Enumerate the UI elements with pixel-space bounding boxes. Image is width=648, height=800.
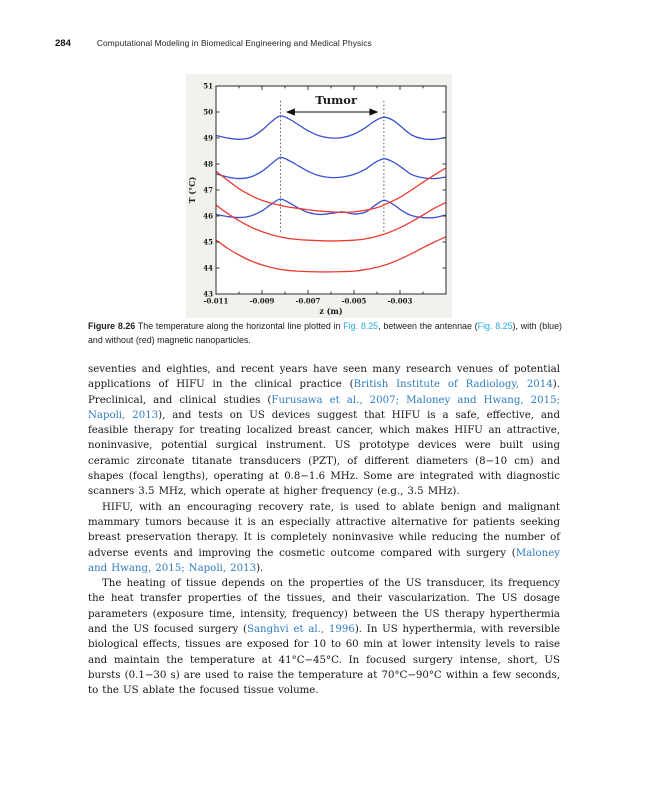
curve-red-middle [216, 201, 446, 242]
text-segment: ). Preclinical, and clinical studies ( [88, 379, 560, 406]
x-tick-label: -0.005 [342, 297, 367, 306]
text-segment: ), and tests on US devices suggest that … [88, 409, 560, 498]
curve-blue-middle [216, 156, 446, 180]
x-tick-label: -0.007 [296, 297, 321, 306]
text-segment: The temperature along the horizontal lin… [135, 321, 344, 331]
text-segment: ), with (blue) and without (red) magneti… [88, 321, 563, 345]
y-axis-label: T (°C) [187, 176, 197, 203]
curve-red-lower [216, 236, 446, 273]
y-tick-label: 51 [203, 81, 213, 90]
text-segment: The heating of tissue depends on the pro… [88, 578, 560, 636]
text-segment: seventies and eighties, and recent years… [88, 364, 560, 391]
citation-link[interactable]: Maloney and Hwang, 2015; Napoli, 2013 [88, 547, 560, 574]
y-tick-label: 44 [203, 263, 213, 272]
x-tick-label: -0.011 [204, 297, 229, 306]
x-tick-label: -0.003 [388, 297, 413, 306]
figure-label: Figure 8.26 [88, 321, 136, 331]
y-tick-label: 49 [203, 133, 213, 142]
running-title: Computational Modeling in Biomedical Eng… [96, 38, 372, 48]
y-tick-label: 50 [203, 107, 213, 116]
y-tick-label: 46 [203, 211, 213, 220]
figure-reference-link[interactable]: Fig. 8.25 [343, 321, 379, 331]
arrowhead-right-icon [369, 108, 379, 116]
x-axis-label: z (m) [319, 306, 343, 316]
temperature-line-chart: 43 44 45 46 47 48 49 50 51 -0.011 -0.009 -0.007 -0.0… [187, 81, 447, 316]
x-tick-label: -0.009 [250, 297, 275, 306]
figure-8-26: 43 44 45 46 47 48 49 50 51 -0.011 -0.009 -0.007 -0.0… [186, 74, 452, 318]
text-segment: , between the antennae ( [378, 321, 478, 331]
plot-area [216, 86, 446, 294]
citation-link[interactable]: Sanghvi et al., 1996 [246, 624, 355, 636]
paragraph: The heating of tissue depends on the pro… [88, 576, 560, 698]
tumor-label: Tumor [315, 93, 358, 107]
y-tick-label: 43 [203, 289, 213, 298]
curve-blue-lower [216, 198, 446, 219]
y-tick-label: 47 [203, 185, 213, 194]
y-tick-label: 48 [203, 159, 213, 168]
citation-link[interactable]: British Institute of Radiology, 2014 [353, 379, 553, 391]
y-tick-label: 45 [203, 237, 213, 246]
body-text: seventies and eighties, and recent years… [88, 362, 560, 699]
curve-red-upper [216, 167, 446, 214]
page-header: 284 Computational Modeling in Biomedical… [55, 38, 575, 49]
curve-blue-upper [216, 115, 446, 141]
figure-reference-link[interactable]: Fig. 8.25 [477, 321, 513, 331]
text-segment: ). [256, 562, 264, 574]
arrowhead-left-icon [285, 108, 295, 116]
text-segment: HIFU, with an encouraging recovery rate,… [88, 501, 560, 559]
citation-link[interactable]: Furusawa et al., 2007; Maloney and Hwang… [88, 394, 560, 421]
paragraph: HIFU, with an encouraging recovery rate,… [88, 500, 560, 576]
page-number: 284 [55, 38, 71, 49]
text-segment: ). In US hyperthermia, with reversible b… [88, 624, 560, 697]
figure-caption: Figure 8.26 The temperature along the ho… [88, 320, 562, 347]
paragraph: seventies and eighties, and recent years… [88, 362, 560, 500]
